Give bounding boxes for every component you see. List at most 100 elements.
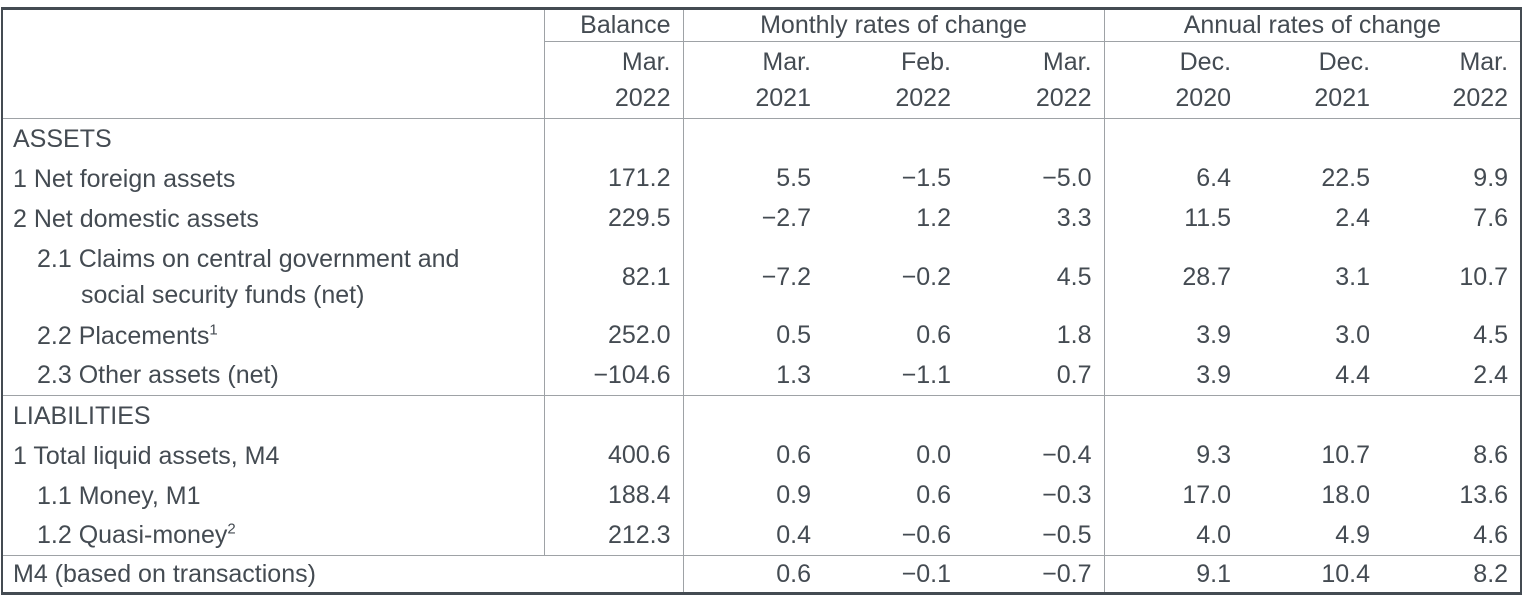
annual-rate-value (1103, 395, 1244, 436)
data-row: 1 Total liquid assets, M4 400.6 0.6 0.0 −0.4… (2, 435, 1521, 476)
data-row: 2 Net domestic assets 229.5 −2.7 1.2 3.3 11.5… (2, 198, 1521, 239)
section-header-row: ASSETS (2, 118, 1521, 159)
monetary-statistics-table: Balance Monthly rates of change Annual r… (1, 7, 1522, 595)
annual-rate-value: 10.4 (1321, 559, 1371, 588)
annual-rate-value: 4.5 (1473, 321, 1509, 349)
monthly-rate-value: −0.4 (1042, 441, 1092, 469)
section-header-row: LIABILITIES (2, 395, 1521, 436)
annual-rate-value: 13.6 (1459, 481, 1509, 509)
table-body: ASSETS 1 Net foreign assets 171.2 5.5 −1.5 −5… (2, 118, 1522, 594)
balance-value (543, 395, 683, 436)
monthly-rate-value: 0.9 (682, 475, 823, 516)
row-label: 1 Total liquid assets, M4 (13, 441, 280, 470)
period-year: 2020 (1175, 84, 1232, 112)
annual-rate-value: 8.2 (1473, 559, 1509, 588)
annual-rate-value (1103, 118, 1244, 159)
group-header-row: Balance Monthly rates of change Annual r… (2, 8, 1522, 119)
annual-rate-value: 6.4 (1103, 158, 1244, 199)
annual-rate-value: 7.6 (1473, 204, 1509, 232)
monthly-rate-value: 1.2 (916, 204, 951, 232)
row-label: 1.1 Money, M1 (37, 481, 201, 510)
period-header: Feb. 2022 (823, 41, 963, 119)
annual-rate-value: 9.9 (1473, 164, 1509, 192)
annual-rate-value: 28.7 (1103, 238, 1244, 316)
annual-rate-value (1243, 396, 1382, 436)
annual-rate-value: 3.0 (1335, 321, 1371, 349)
annual-rate-value: 17.0 (1103, 475, 1244, 516)
data-row: 2.2 Placements1 252.0 0.5 0.6 1.8 3.9 3.0 4.5 (2, 315, 1521, 356)
monthly-rate-value: 0.4 (682, 515, 823, 556)
monthly-rate-value: −0.1 (901, 559, 951, 588)
annual-rate-value: 10.7 (1321, 441, 1371, 469)
monthly-rate-value: −0.3 (1042, 481, 1092, 509)
monthly-rate-value: 5.5 (682, 158, 823, 199)
period-month: Mar. (1042, 48, 1092, 76)
row-label: M4 (based on transactions) (13, 560, 316, 588)
period-year: 2022 (614, 84, 671, 112)
row-label: 2.1 Claims on central government and soci… (37, 245, 460, 309)
monthly-rate-value: 0.5 (682, 315, 823, 356)
monthly-rate-value: 0.0 (916, 441, 951, 469)
row-label: LIABILITIES (13, 401, 151, 430)
period-month: Dec. (1318, 48, 1371, 76)
period-year: 2021 (1314, 84, 1371, 112)
annual-rate-value (1382, 396, 1521, 436)
annual-rate-value: 8.6 (1473, 441, 1509, 469)
balance-group-header: Balance (543, 8, 683, 42)
period-header: Mar. 2022 (1382, 41, 1522, 119)
period-year: 2021 (755, 84, 811, 112)
row-label: 2.2 Placements1 (37, 321, 218, 350)
data-row: 1 Net foreign assets 171.2 5.5 −1.5 −5.0 6.4 2… (2, 158, 1521, 199)
data-row: 1.2 Quasi-money2 212.3 0.4 −0.6 −0.5 4.0 4.9 4.… (2, 515, 1522, 556)
balance-value: 188.4 (543, 475, 683, 516)
balance-value: −104.6 (543, 355, 683, 396)
monthly-rate-value: −0.6 (823, 515, 963, 556)
period-header: Mar. 2022 (543, 41, 683, 119)
monthly-group-header: Monthly rates of change (682, 8, 1105, 42)
monthly-rate-value: −1.1 (823, 355, 963, 396)
row-label: 1.2 Quasi-money2 (2, 515, 544, 556)
row-label: 2 Net domestic assets (13, 204, 259, 233)
period-year: 2022 (1035, 84, 1092, 112)
monthly-rate-value: 4.5 (1056, 262, 1092, 291)
annual-rate-value: 4.6 (1382, 515, 1522, 556)
period-year: 2022 (895, 84, 951, 112)
monthly-rate-value: −0.7 (1042, 559, 1092, 588)
footnote-marker: 1 (209, 321, 218, 339)
period-header: Dec. 2021 (1243, 41, 1383, 119)
monthly-rate-value (963, 119, 1104, 159)
monthly-rate-value: −2.7 (682, 198, 823, 239)
annual-rate-value: 2.4 (1335, 204, 1371, 232)
monthly-rate-value: 0.6 (916, 321, 951, 349)
balance-value: 400.6 (543, 435, 683, 476)
period-month: Feb. (900, 48, 951, 76)
data-row: 1.1 Money, M1 188.4 0.9 0.6 −0.3 17.0 18.0 13.6 (2, 475, 1521, 516)
monthly-rate-value: −0.5 (963, 515, 1105, 556)
annual-rate-value: 18.0 (1321, 481, 1371, 509)
data-row: 2.1 Claims on central government and soci… (2, 238, 1521, 316)
period-year: 2022 (1452, 84, 1509, 112)
monthly-rate-value (823, 396, 963, 436)
monthly-rate-value: 0.6 (682, 555, 823, 594)
monthly-rate-value: −5.0 (1042, 164, 1092, 192)
period-month: Mar. (621, 48, 671, 76)
balance-value: 171.2 (543, 158, 683, 199)
annual-rate-value: 3.1 (1335, 262, 1371, 291)
monthly-rate-value: 0.7 (963, 355, 1105, 396)
period-month: Dec. (1179, 48, 1232, 76)
balance-value (543, 118, 683, 159)
balance-value: 252.0 (543, 315, 683, 356)
balance-value: 82.1 (543, 238, 683, 316)
total-row: M4 (based on transactions) 0.6 −0.1 −0.7 9.1… (2, 555, 1521, 594)
annual-group-header: Annual rates of change (1103, 8, 1522, 42)
annual-rate-value: 9.3 (1103, 435, 1244, 476)
table-header: Balance Monthly rates of change Annual r… (2, 8, 1522, 119)
footnote-marker: 2 (227, 520, 236, 538)
monthly-rate-value: 0.6 (916, 481, 951, 509)
data-row: 2.3 Other assets (net) −104.6 1.3 −1.1 0.7 3.… (2, 355, 1522, 396)
period-header: Dec. 2020 (1103, 41, 1244, 119)
annual-rate-value: 3.9 (1103, 315, 1244, 356)
row-label: 1 Net foreign assets (13, 164, 236, 193)
monthly-rate-value (682, 395, 823, 436)
annual-rate-value: 22.5 (1321, 164, 1371, 192)
